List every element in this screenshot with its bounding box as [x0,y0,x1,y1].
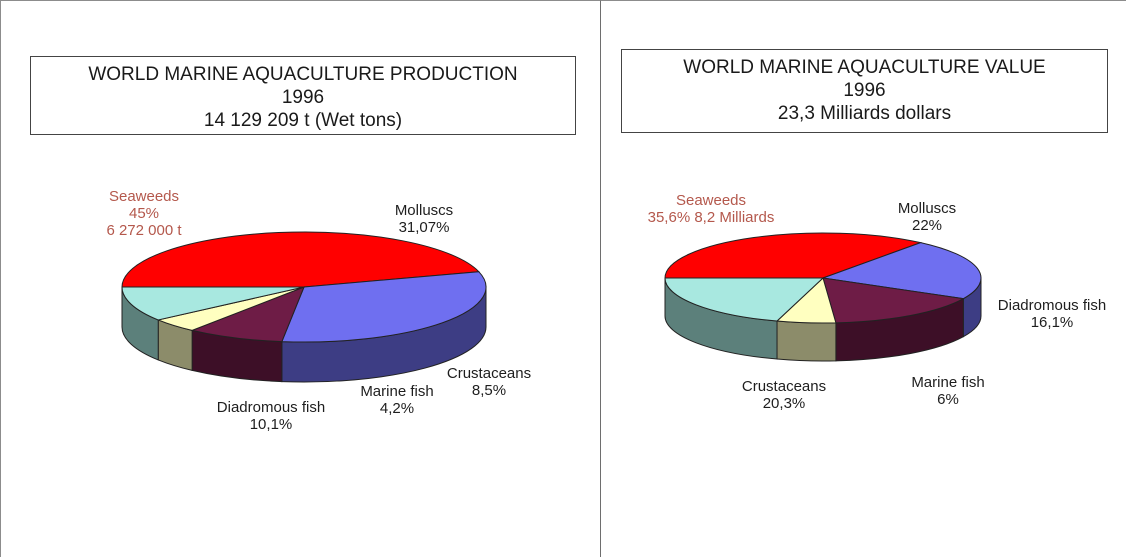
slice-label-line: 4,2% [380,400,414,417]
chart-subtitle: 14 129 209 t (Wet tons) [203,110,403,131]
slice-label-line: Molluscs [395,202,453,219]
slice-label-seaweeds: Seaweeds 35,6% 8,2 Milliards [648,192,775,226]
pie-sides [664,277,982,362]
slice-label-line: Crustaceans [742,378,826,395]
slice-molluscs [822,242,982,300]
slice-label-line: 22% [912,217,942,234]
slice-label-line: 35,6% 8,2 Milliards [648,209,775,226]
slice-label-line: 31,07% [399,219,450,236]
chart-subtitle: 23,3 Milliards dollars [777,103,952,124]
value-pie-chart: Seaweeds 35,6% 8,2 Milliards Molluscs 22% Di… [648,192,1107,412]
slice-label-crustaceans: Crustaceans 20,3% [742,378,826,412]
production-panel: WORLD MARINE AQUACULTURE PRODUCTION 1996… [0,0,600,557]
slice-label-line: 20,3% [763,395,806,412]
value-title-box: WORLD MARINE AQUACULTURE VALUE 1996 23,3… [621,49,1108,133]
chart-title: WORLD MARINE AQUACULTURE PRODUCTION [88,64,518,85]
slice-diadromous-fish [121,286,305,321]
chart-year: 1996 [843,80,886,101]
slice-label-line: 8,5% [472,382,506,399]
slice-label-line: 16,1% [1031,314,1074,331]
slice-crustaceans [190,286,305,343]
slice-label-line: Diadromous fish [998,297,1106,314]
slice-label-line: 10,1% [250,416,293,433]
slice-label-line: 6% [937,391,959,408]
value-panel: WORLD MARINE AQUACULTURE VALUE 1996 23,3… [600,0,1126,557]
pie-tops [121,231,487,343]
slice-seaweeds [664,232,923,279]
slice-label-line: 45% [129,205,159,222]
slice-label-diadromous-fish: Diadromous fish 10,1% [217,399,325,433]
slice-crustaceans [664,277,825,322]
slice-side-marine-fish [776,320,837,362]
pie-tops [664,232,982,324]
slice-seaweeds [121,231,480,288]
production-pie-chart: Seaweeds 45% 6 272 000 t Molluscs 31,07% Crus… [106,188,531,433]
slice-label-line: Crustaceans [447,365,531,382]
slice-label-marine-fish: Marine fish 6% [911,374,984,408]
slice-label-line: Marine fish [911,374,984,391]
slice-label-line: Molluscs [898,200,956,217]
slice-label-line: Seaweeds [109,188,179,205]
slice-label-line: 6 272 000 t [106,222,182,239]
slice-label-molluscs: Molluscs 22% [898,200,956,234]
chart-year: 1996 [281,87,325,108]
slice-molluscs [281,271,487,343]
slice-label-seaweeds: Seaweeds 45% 6 272 000 t [106,188,182,239]
slice-label-line: Diadromous fish [217,399,325,416]
slice-label-crustaceans: Crustaceans 8,5% [447,365,531,399]
slice-label-line: Seaweeds [676,192,746,209]
chart-title: WORLD MARINE AQUACULTURE VALUE [683,57,1046,78]
production-title-box: WORLD MARINE AQUACULTURE PRODUCTION 1996… [30,56,576,135]
slice-labels: Seaweeds 35,6% 8,2 Milliards Molluscs 22% Di… [648,192,1107,412]
slice-diadromous-fish [822,277,965,324]
slice-label-marine-fish: Marine fish 4,2% [360,383,433,417]
slice-labels: Seaweeds 45% 6 272 000 t Molluscs 31,07% Crus… [106,188,531,433]
slice-label-molluscs: Molluscs 31,07% [395,202,453,236]
slice-label-diadromous-fish: Diadromous fish 16,1% [998,297,1106,331]
slice-label-line: Marine fish [360,383,433,400]
